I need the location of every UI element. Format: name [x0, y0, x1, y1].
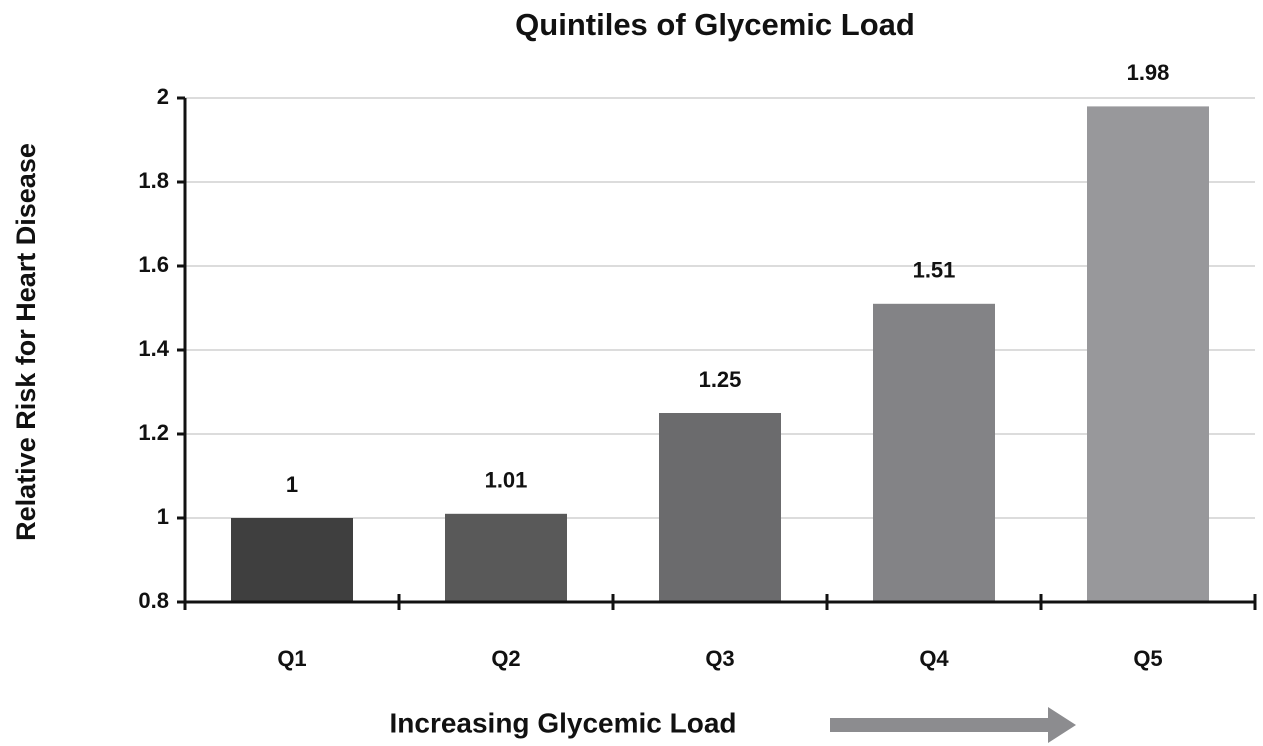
y-tick-label: 1.8: [138, 168, 169, 193]
value-label: 1: [286, 472, 298, 497]
bar: [445, 513, 567, 602]
x-axis-label: Increasing Glycemic Load: [389, 707, 736, 738]
x-tick-label: Q2: [491, 646, 520, 671]
x-tick-label: Q4: [919, 646, 949, 671]
y-tick-label: 2: [157, 84, 169, 109]
y-tick-label: 1.2: [138, 420, 169, 445]
x-tick-label: Q5: [1133, 646, 1162, 671]
arrow: [830, 707, 1076, 743]
y-tick-label: 1.6: [138, 252, 169, 277]
chart-title: Quintiles of Glycemic Load: [515, 7, 915, 42]
value-label: 1.98: [1127, 60, 1170, 85]
x-tick-label: Q3: [705, 646, 734, 671]
value-label: 1.01: [485, 468, 528, 493]
bar: [1087, 106, 1209, 603]
value-label: 1.51: [913, 258, 956, 283]
x-tick-label: Q1: [277, 646, 306, 671]
value-label: 1.25: [699, 367, 742, 392]
y-axis-label: Relative Risk for Heart Disease: [11, 143, 41, 541]
bar: [659, 413, 781, 602]
y-tick-label: 1: [157, 504, 169, 529]
y-tick-label: 0.8: [138, 588, 169, 613]
y-tick-label: 1.4: [138, 336, 169, 361]
bar: [873, 303, 995, 602]
bar: [231, 518, 353, 602]
